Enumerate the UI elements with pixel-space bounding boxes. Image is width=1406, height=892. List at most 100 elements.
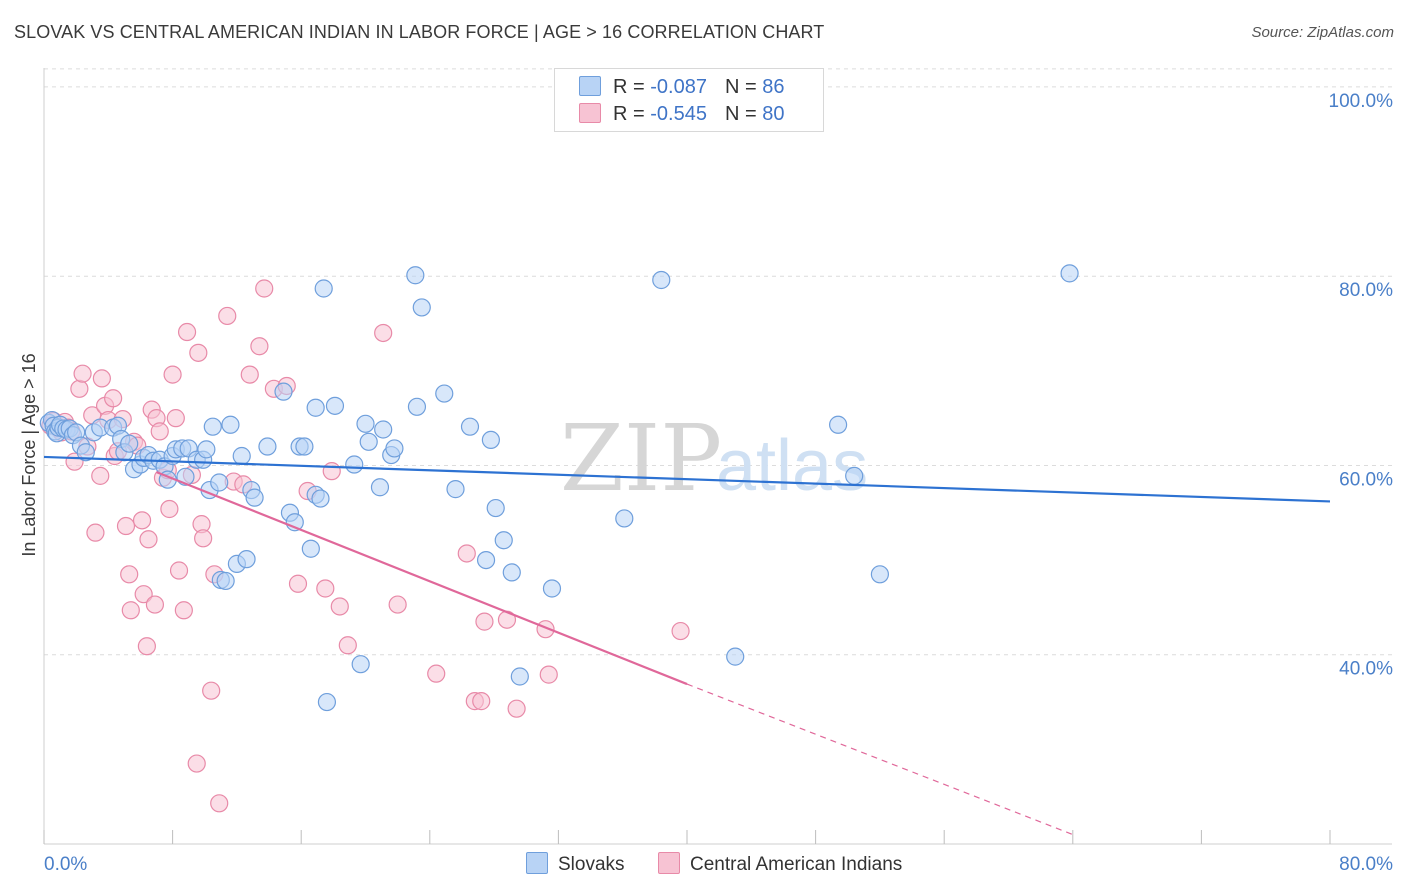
chart-title: SLOVAK VS CENTRAL AMERICAN INDIAN IN LAB… [14, 22, 825, 42]
cai-trend-line [156, 471, 688, 686]
legend-swatch-slovaks [526, 852, 548, 874]
slovak-point [295, 437, 314, 456]
legend-label-cai: Central American Indians [690, 854, 903, 875]
legend-n-label: N = [724, 76, 763, 98]
slovak-point [829, 415, 848, 434]
axes [43, 68, 1392, 845]
cai-point [218, 306, 237, 326]
legend-label-slovaks: Slovaks [558, 854, 625, 875]
watermark-atlas: atlas [716, 426, 868, 506]
cai-point [134, 585, 153, 604]
slovak-point [385, 439, 404, 458]
slovak-point [210, 473, 229, 492]
slovak-point [203, 417, 222, 436]
slovak-point [510, 667, 529, 686]
legend-swatch-cai [579, 103, 601, 123]
legend-n-value: 80 [762, 103, 785, 125]
cai-point [150, 422, 169, 441]
legend-n-value: 86 [762, 76, 785, 98]
cai-point [457, 544, 476, 563]
slovak-point [845, 466, 864, 485]
cai-point [137, 637, 156, 656]
slovak-point [232, 446, 251, 466]
y-axis-label: In Labor Force | Age > 16 [19, 353, 39, 556]
cai-point [116, 516, 136, 536]
slovak-point [460, 417, 480, 436]
slovaks-trend-line [43, 455, 1331, 503]
cai-point [322, 462, 341, 481]
x-tick-label: 80.0% [1339, 854, 1393, 875]
slovak-point [476, 550, 496, 570]
slovak-point [726, 647, 745, 666]
legend-r-value: -0.545 [650, 103, 707, 125]
cai-point [91, 466, 110, 485]
legend-r-label: R = [613, 103, 651, 125]
slovak-point [407, 397, 427, 416]
correlation-legend: R = -0.087 N = 86 R = -0.545 N = 80 [554, 68, 824, 132]
cai-point [388, 595, 407, 614]
slovak-point [370, 478, 390, 497]
cai-point [374, 323, 393, 343]
slovak-point [494, 531, 513, 550]
slovak-point [652, 270, 671, 290]
slovak-point [870, 565, 890, 584]
cai-point [240, 365, 259, 384]
cai-trend-extension [686, 683, 1074, 836]
slovak-point [542, 579, 562, 598]
cai-point [177, 322, 197, 342]
y-tick-label: 80.0% [1339, 280, 1393, 301]
y-tick-label: 100.0% [1329, 91, 1394, 112]
slovak-point [120, 434, 139, 453]
legend-r-value: -0.087 [650, 76, 707, 98]
legend-r-label: R = [613, 76, 651, 98]
legend-row-slovaks: R = -0.087 N = 86 [579, 76, 784, 102]
slovak-point [258, 437, 277, 456]
cai-point [139, 530, 158, 549]
slovak-point [481, 430, 500, 450]
cai-point [166, 409, 185, 428]
cai-point [539, 665, 558, 684]
cai-point [121, 601, 140, 620]
cai-point [507, 699, 526, 718]
cai-point [163, 365, 182, 384]
bottom-legend-slovaks: Slovaks [526, 852, 625, 876]
slovak-point [406, 266, 425, 285]
slovak-point [245, 488, 264, 507]
slovak-point [345, 455, 364, 474]
slovak-point [446, 480, 465, 499]
slovak-point [351, 655, 370, 674]
x-tick-label: 0.0% [44, 854, 87, 875]
cai-point [316, 579, 335, 598]
cai-point [187, 754, 206, 773]
slovak-point [311, 489, 330, 508]
slovak-point [314, 279, 333, 298]
cai-point [288, 574, 308, 593]
cai-point [73, 364, 92, 383]
cai-point [202, 681, 221, 700]
slovak-point [76, 443, 95, 462]
slovak-point [412, 298, 431, 317]
cai-point [194, 529, 213, 548]
trend-lines [43, 455, 1331, 836]
slovak-point [1060, 264, 1079, 283]
slovak-point [374, 420, 393, 439]
y-tick-label: 60.0% [1339, 469, 1393, 490]
cai-point [189, 343, 208, 362]
slovak-point [216, 571, 235, 591]
slovak-point [359, 432, 378, 451]
cai-point [330, 597, 349, 616]
slovak-point [356, 414, 375, 433]
watermark-zip: ZIP [560, 405, 722, 512]
slovak-point [301, 539, 320, 558]
legend-row-cai: R = -0.545 N = 80 [579, 103, 784, 129]
cai-point [104, 389, 123, 408]
slovak-point [486, 498, 505, 518]
slovak-point [274, 382, 293, 401]
slovak-point [237, 550, 256, 569]
cai-point [169, 561, 189, 580]
slovak-point [615, 509, 634, 528]
cai-point [210, 794, 229, 813]
cai-point [250, 337, 269, 356]
slovak-point [221, 415, 240, 434]
